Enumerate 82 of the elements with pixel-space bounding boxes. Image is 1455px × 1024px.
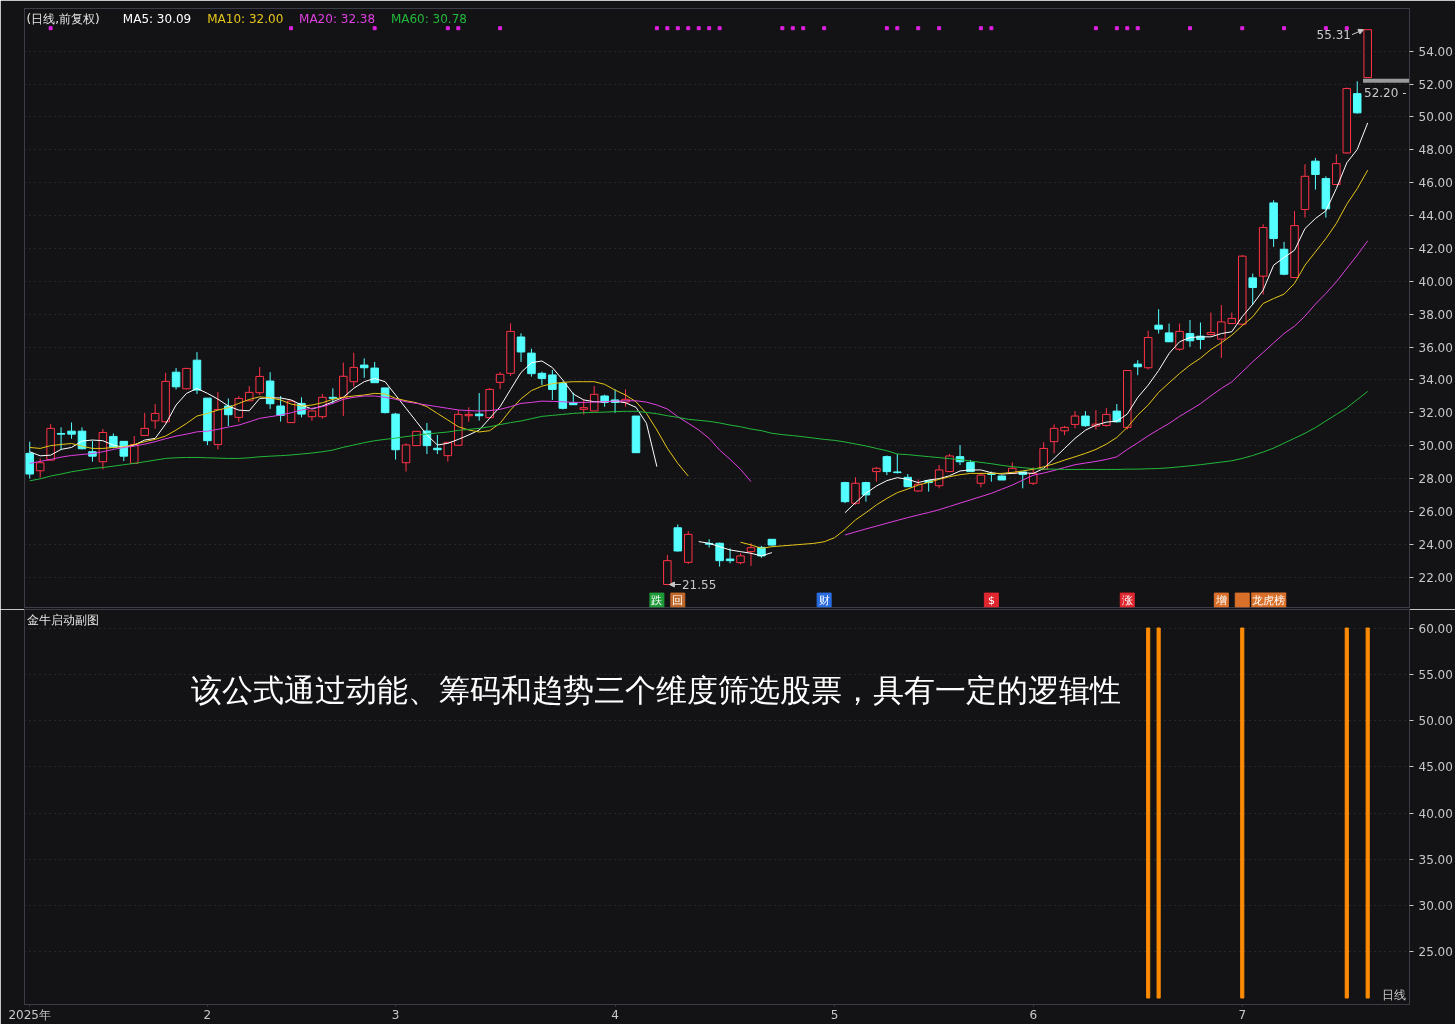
candlestick bbox=[56, 426, 66, 450]
y-tick-label: 45.00 bbox=[1418, 760, 1453, 775]
candlestick bbox=[140, 412, 149, 436]
candlestick bbox=[443, 441, 453, 463]
y-tick-label: 38.00 bbox=[1418, 307, 1453, 322]
candlestick bbox=[537, 371, 547, 386]
candlestick bbox=[882, 454, 892, 476]
y-tick-label: 50.00 bbox=[1418, 110, 1453, 125]
candlestick bbox=[1248, 273, 1257, 306]
y-tick-label: 28.00 bbox=[1418, 472, 1453, 486]
candlestick bbox=[1206, 312, 1216, 337]
text: 日线 bbox=[1381, 987, 1406, 1002]
candlestick bbox=[1154, 308, 1163, 335]
candlestick bbox=[1311, 157, 1320, 191]
candlestick bbox=[1175, 323, 1184, 352]
data-label: 跌 bbox=[651, 593, 663, 607]
text: MA20: 32.38 bbox=[299, 11, 376, 26]
data-label: $ bbox=[987, 593, 995, 607]
y-tick-label: 50.00 bbox=[1418, 714, 1453, 729]
y-tick-label: 46.00 bbox=[1418, 176, 1453, 191]
candlestick bbox=[433, 434, 442, 455]
data-label: 龙虎榜 bbox=[1252, 593, 1286, 607]
candlestick bbox=[370, 361, 379, 384]
candlestick bbox=[746, 542, 756, 567]
candlestick bbox=[516, 332, 526, 363]
y-tick-label: 34.00 bbox=[1418, 373, 1453, 388]
y-tick-label: 54.00 bbox=[1418, 44, 1453, 59]
y-tick-label: 55.00 bbox=[1418, 667, 1453, 682]
candlestick bbox=[851, 476, 860, 506]
line-series bbox=[29, 390, 1369, 482]
data-label: 增 bbox=[1214, 593, 1227, 607]
y-tick-label: 42.00 bbox=[1418, 241, 1453, 256]
data-label: 涨 bbox=[1121, 593, 1133, 607]
candlestick bbox=[1332, 153, 1341, 186]
y-tick-label: 60.00 bbox=[1418, 621, 1453, 636]
candlestick bbox=[276, 395, 285, 423]
y-tick-label: 24.00 bbox=[1418, 537, 1453, 552]
candlestick bbox=[893, 453, 902, 475]
candlestick bbox=[25, 441, 34, 479]
candlestick bbox=[725, 547, 735, 564]
ref-line-label: 52.20 - bbox=[1364, 85, 1407, 100]
y-tick-label: 52.00 bbox=[1418, 77, 1453, 92]
y-tick-label: 36.00 bbox=[1418, 340, 1453, 355]
candlestick bbox=[401, 442, 411, 473]
y-tick-label: 40.00 bbox=[1418, 274, 1453, 289]
y-tick-label: 40.00 bbox=[1418, 806, 1453, 821]
x-tick-label: 5 bbox=[830, 1007, 839, 1022]
x-tick-label: 6 bbox=[1029, 1007, 1038, 1022]
y-tick-label: 48.00 bbox=[1418, 143, 1453, 158]
y-tick-label: 32.00 bbox=[1418, 406, 1453, 421]
candlestick bbox=[265, 371, 275, 410]
x-tick-label: 7 bbox=[1238, 1007, 1247, 1022]
text: MA5: 30.09 bbox=[122, 11, 192, 26]
annotation: 21.55 bbox=[681, 577, 717, 592]
x-tick-label: 2 bbox=[203, 1007, 212, 1022]
candlestick bbox=[474, 392, 484, 422]
x-tick-label: 4 bbox=[611, 1007, 619, 1022]
chart-title: (日线,前复权) bbox=[26, 11, 100, 26]
y-tick-label: 25.00 bbox=[1418, 945, 1453, 960]
candlestick bbox=[1352, 80, 1362, 115]
candlestick bbox=[359, 357, 369, 379]
candlestick bbox=[171, 367, 181, 390]
text: MA10: 32.00 bbox=[207, 11, 284, 26]
candlestick bbox=[673, 524, 683, 553]
y-tick-label: 30.00 bbox=[1418, 439, 1453, 454]
y-tick-label: 44.00 bbox=[1418, 209, 1453, 224]
candlestick bbox=[495, 371, 505, 390]
y-tick-label: 26.00 bbox=[1418, 504, 1453, 519]
chart-title: 金牛启动副图 bbox=[26, 612, 99, 627]
candlestick bbox=[35, 457, 45, 479]
candlestick bbox=[527, 348, 536, 378]
annotation: 55.31 bbox=[1316, 28, 1351, 43]
y-tick-label: 35.00 bbox=[1418, 852, 1453, 867]
x-tick-label: 3 bbox=[391, 1007, 400, 1022]
data-label: 回 bbox=[672, 593, 684, 607]
y-tick-label: 30.00 bbox=[1418, 899, 1453, 914]
annotation: 该公式通过动能、筹码和趋势三个维度筛选股票，具有一定的逻辑性 bbox=[190, 672, 1121, 709]
y-tick-label: 22.00 bbox=[1418, 570, 1453, 585]
candlestick bbox=[1112, 403, 1122, 424]
text: MA60: 30.78 bbox=[390, 11, 467, 26]
x-tick-label: 2025年 bbox=[8, 1007, 51, 1022]
data-label: 财 bbox=[818, 593, 830, 607]
